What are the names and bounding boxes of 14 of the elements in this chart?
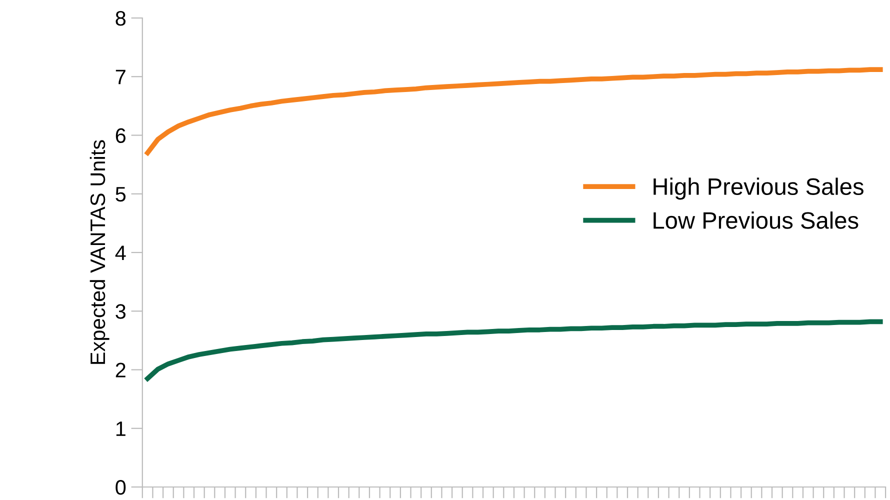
line-series [145,319,883,381]
y-tick-label: 1 [116,422,126,436]
y-axis-title: Expected VANTAS Units [90,140,110,364]
y-tick-label: 4 [115,246,126,260]
y-tick-label: 2 [116,362,126,378]
y-tick-label: 7 [116,70,126,84]
y-tick-label: 6 [116,128,126,144]
y-tick-label: 5 [116,187,126,202]
legend-label: Low Previous Sales [654,212,858,229]
y-tick-label: 3 [116,304,126,319]
y-tick-label: 8 [116,11,126,26]
y-tick-label: 0 [116,480,126,495]
legend-label: High Previous Sales [654,178,864,200]
line-series [145,67,883,156]
